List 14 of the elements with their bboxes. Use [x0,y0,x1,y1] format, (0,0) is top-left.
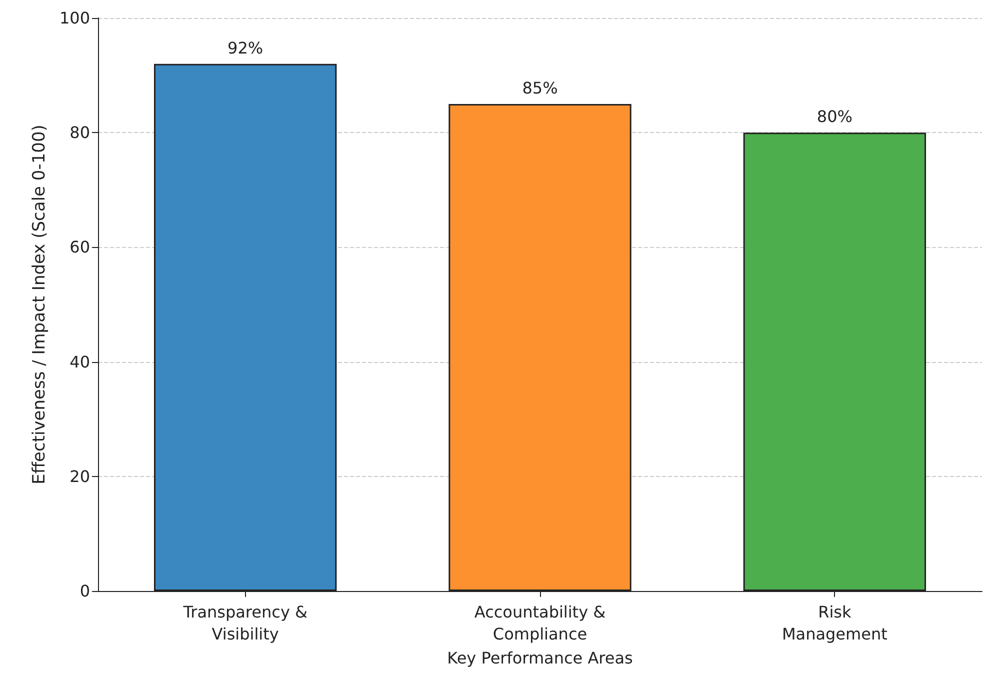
y-tick-label: 80 [70,123,90,142]
y-tick-label: 20 [70,466,90,486]
data-label: 85% [522,78,558,98]
x-tick-label: Risk Management [782,602,888,644]
y-axis-title: Effectiveness / Impact Index (Scale 0-100) [30,124,50,484]
y-tick-label: 100 [59,8,90,28]
data-label: 92% [228,38,264,58]
y-tick-label: 0 [80,582,90,600]
x-axis-title: Key Performance Areas [447,648,633,668]
x-tick-label: Transparency & Visibility [182,602,308,644]
data-label: 80% [816,107,852,126]
y-tick-label: 40 [70,352,90,372]
x-tick-label: Accountability & Compliance [474,602,606,644]
y-tick-label: 60 [70,238,90,257]
